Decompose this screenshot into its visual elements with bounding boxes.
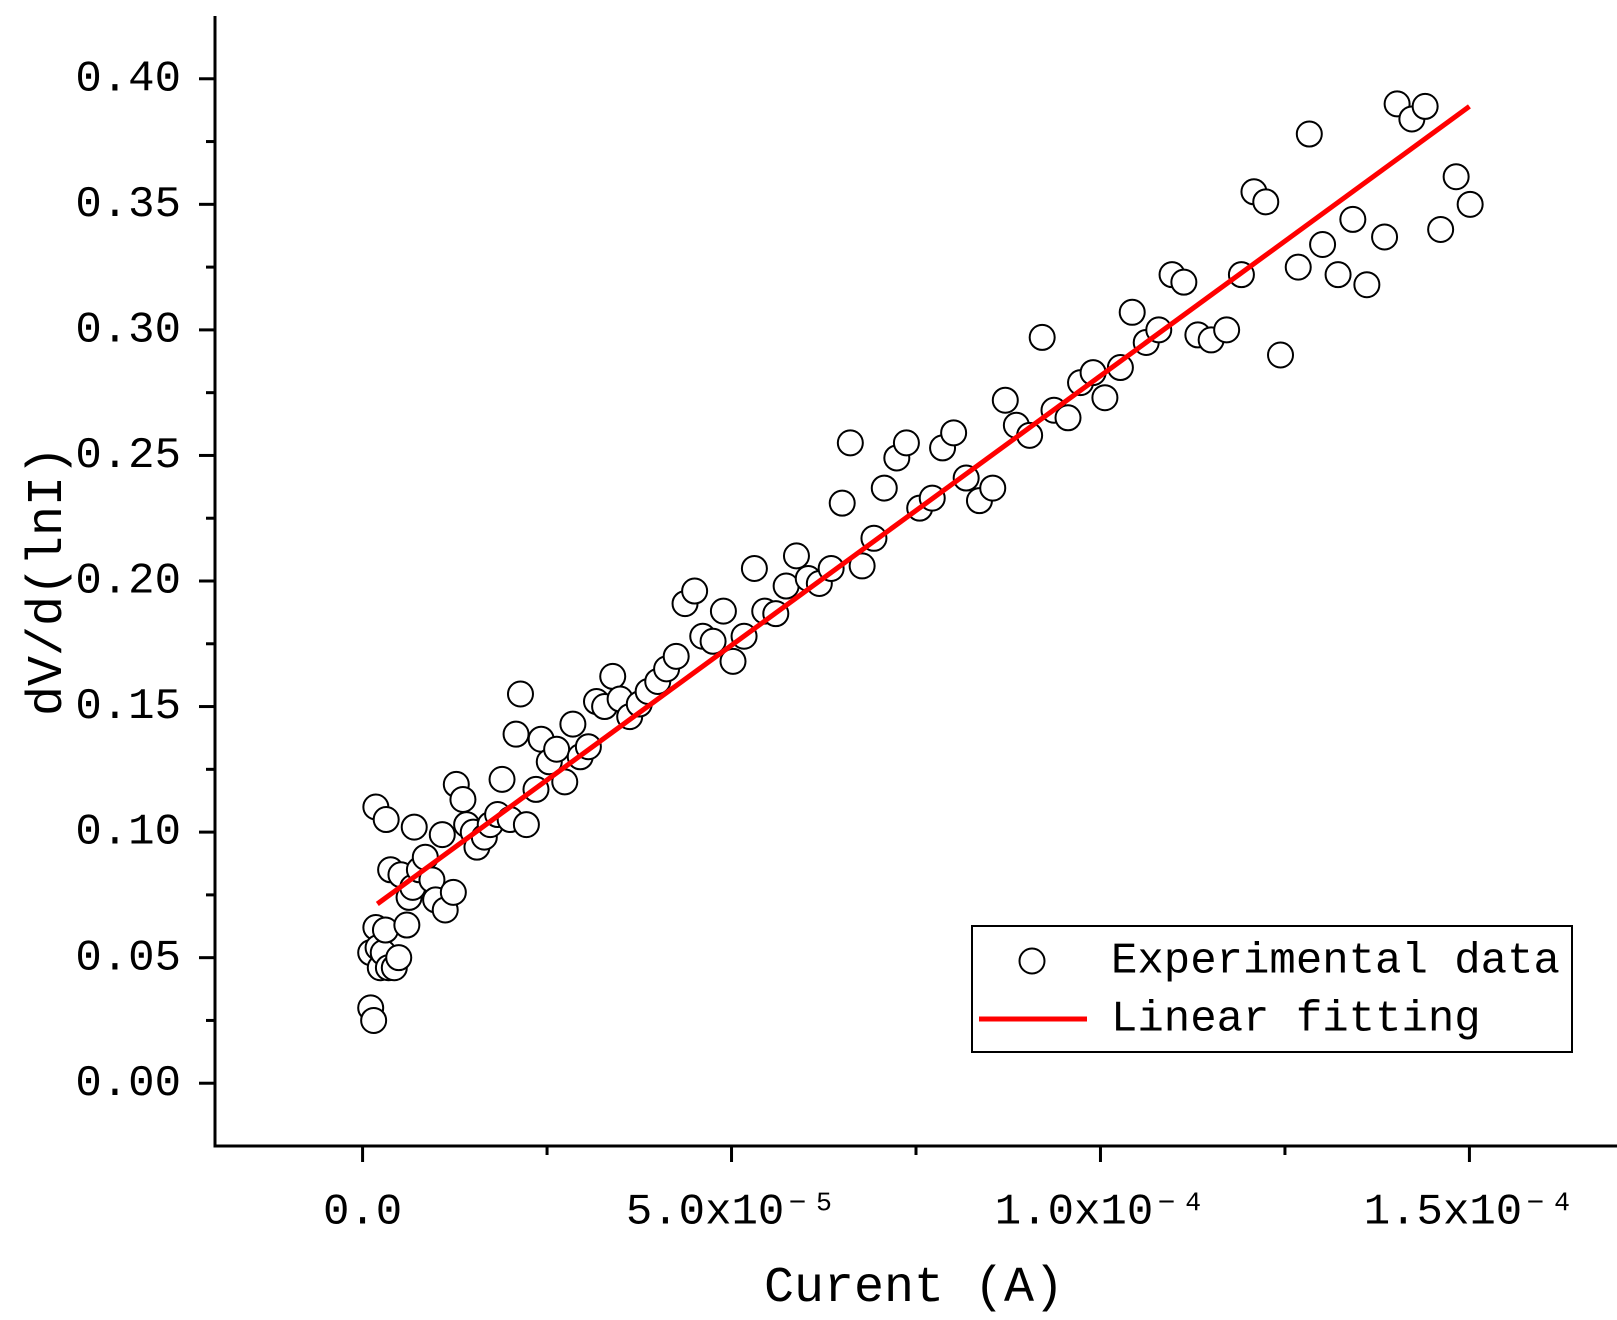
data-point <box>709 597 737 625</box>
data-point <box>1442 163 1470 191</box>
data-point <box>740 554 768 582</box>
legend-label: Linear fitting <box>1111 995 1481 1045</box>
x-tick-label: 5.0x10⁻⁵ <box>626 1188 837 1238</box>
data-point <box>1170 268 1198 296</box>
data-point <box>1213 316 1241 344</box>
data-point <box>782 542 810 570</box>
data-point <box>1339 205 1367 233</box>
data-point <box>1371 223 1399 251</box>
data-point <box>502 720 530 748</box>
fit-line <box>375 104 1471 906</box>
data-point <box>1456 190 1484 218</box>
data-point <box>1353 271 1381 299</box>
y-tick-label: 0.30 <box>75 306 181 356</box>
data-point <box>1028 323 1056 351</box>
data-point <box>385 944 413 972</box>
data-point <box>1091 384 1119 412</box>
data-point <box>1411 92 1439 120</box>
data-point <box>512 811 540 839</box>
data-point <box>1295 120 1323 148</box>
x-axis-title: Curent (A) <box>764 1260 1064 1317</box>
data-point <box>559 710 587 738</box>
y-tick-label: 0.15 <box>75 682 181 732</box>
data-point <box>428 821 456 849</box>
data-point <box>393 911 421 939</box>
data-point <box>681 577 709 605</box>
y-tick-label: 0.10 <box>75 808 181 858</box>
data-point <box>488 765 516 793</box>
x-tick-label: 1.5x10⁻⁴ <box>1364 1188 1575 1238</box>
data-point <box>699 627 727 655</box>
data-point <box>836 429 864 457</box>
data-point <box>1284 253 1312 281</box>
data-point <box>719 647 747 675</box>
data-point <box>940 419 968 447</box>
data-point <box>372 806 400 834</box>
data-point <box>1054 404 1082 432</box>
data-point <box>991 386 1019 414</box>
legend-box <box>971 925 1573 1053</box>
data-point <box>360 1006 388 1034</box>
legend-marker <box>1018 947 1046 975</box>
y-tick-label: 0.00 <box>75 1059 181 1109</box>
data-point <box>1252 188 1280 216</box>
data-point <box>439 878 467 906</box>
data-point <box>828 489 856 517</box>
data-point <box>599 662 627 690</box>
y-axis-title: dV/d(lnI) <box>20 446 77 716</box>
data-point <box>1427 215 1455 243</box>
y-tick-label: 0.40 <box>75 54 181 104</box>
data-point <box>979 474 1007 502</box>
y-tick-label: 0.20 <box>75 557 181 607</box>
x-tick-label: 1.0x10⁻⁴ <box>995 1188 1206 1238</box>
data-point <box>400 813 428 841</box>
data-point <box>1309 231 1337 259</box>
data-point <box>506 680 534 708</box>
data-point <box>870 474 898 502</box>
data-point <box>1267 341 1295 369</box>
data-point <box>1118 298 1146 326</box>
data-point <box>892 429 920 457</box>
data-point <box>543 735 571 763</box>
y-tick-label: 0.25 <box>75 431 181 481</box>
data-point <box>662 642 690 670</box>
data-point <box>449 785 477 813</box>
data-point <box>848 552 876 580</box>
data-point <box>1324 261 1352 289</box>
x-tick-label: 0.0 <box>323 1188 402 1238</box>
y-tick-label: 0.35 <box>75 180 181 230</box>
legend-label: Experimental data <box>1111 937 1560 987</box>
y-tick-label: 0.05 <box>75 933 181 983</box>
